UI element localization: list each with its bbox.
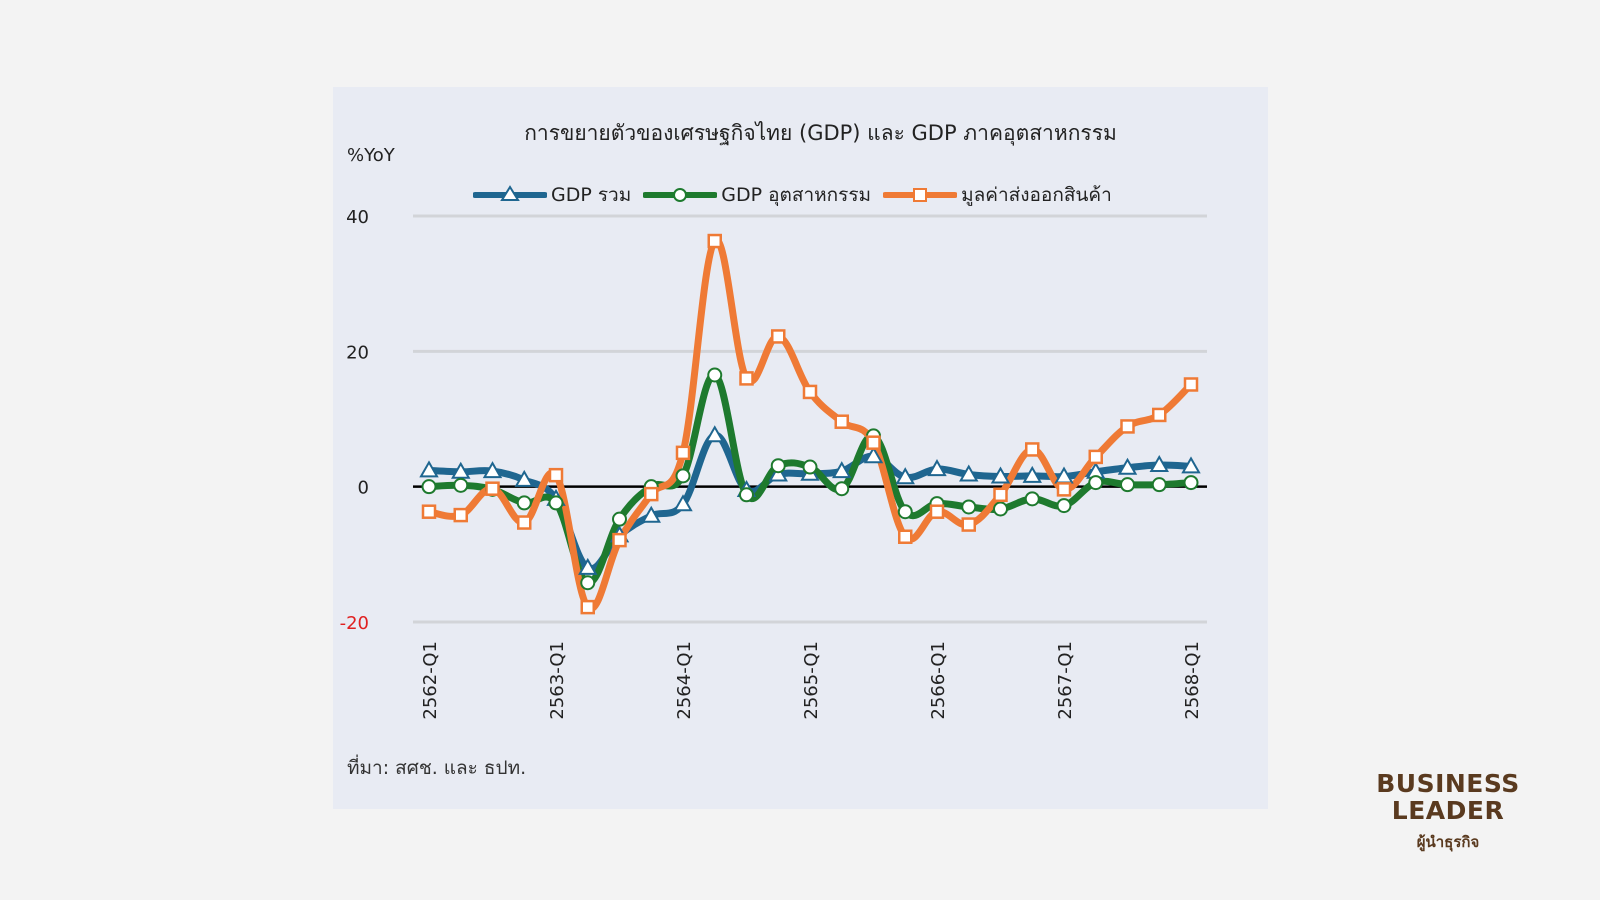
- legend-triangle-marker-icon: [473, 185, 547, 201]
- data-point-square: [612, 532, 627, 548]
- x-tick-label: 2562-Q1: [420, 641, 441, 720]
- data-point-square: [548, 467, 564, 483]
- y-axis-unit-label: %YoY: [347, 145, 395, 166]
- data-point-triangle: [1117, 457, 1138, 475]
- data-point-square: [675, 445, 691, 461]
- data-point-square: [1152, 407, 1167, 423]
- data-point-square: [961, 517, 976, 532]
- data-point-circle: [1120, 477, 1135, 493]
- legend-label: GDP รวม: [551, 184, 632, 206]
- logo-text-business: BUSINESS: [1376, 769, 1520, 798]
- data-point-circle: [580, 575, 596, 591]
- legend-item-gdp-industry: GDP อุตสาหกรรม: [643, 180, 871, 210]
- y-tick-label: 40: [346, 207, 369, 228]
- data-point-square: [802, 384, 818, 400]
- data-point-square: [485, 481, 500, 496]
- data-point-square: [866, 435, 881, 450]
- data-point-square: [421, 504, 437, 519]
- data-point-circle: [802, 459, 818, 475]
- data-point-circle: [834, 481, 850, 497]
- data-point-circle: [1056, 498, 1072, 514]
- legend-item-gdp-total: GDP รวม: [473, 180, 631, 210]
- data-point-circle: [1088, 475, 1104, 491]
- data-point-triangle: [482, 461, 503, 479]
- data-point-square: [1120, 419, 1135, 434]
- data-point-square: [1088, 449, 1103, 465]
- data-point-triangle: [451, 461, 471, 479]
- data-point-square: [453, 507, 468, 523]
- data-point-square: [644, 486, 659, 502]
- data-point-square: [834, 414, 849, 429]
- chart-legend: GDP รวม GDP อุตสาหกรรม มูลค่าส่งออกสินค้…: [473, 180, 1124, 210]
- data-point-square: [517, 515, 532, 530]
- legend-circle-marker-icon: [643, 188, 718, 202]
- data-point-triangle: [990, 466, 1011, 484]
- data-point-triangle: [768, 464, 788, 482]
- data-point-triangle: [1149, 454, 1169, 473]
- data-point-triangle: [863, 446, 884, 464]
- data-point-square: [771, 329, 786, 344]
- data-point-circle: [770, 458, 786, 474]
- x-tick-label: 2564-Q1: [674, 641, 695, 720]
- legend-item-exports: มูลค่าส่งออกสินค้า: [883, 180, 1112, 210]
- data-point-square: [898, 529, 913, 544]
- legend-label: GDP อุตสาหกรรม: [721, 184, 872, 206]
- data-point-triangle: [927, 459, 947, 477]
- y-tick-label: 0: [358, 478, 369, 499]
- data-point-square: [739, 371, 754, 386]
- business-leader-logo: BUSINESS LEADER ผู้นำธุรกิจ: [1372, 770, 1524, 854]
- data-point-circle: [453, 477, 469, 493]
- data-point-triangle: [514, 469, 534, 487]
- data-point-triangle: [1022, 465, 1042, 483]
- data-point-circle: [516, 495, 532, 511]
- data-point-circle: [897, 504, 913, 520]
- data-point-square: [580, 599, 595, 615]
- legend-label: มูลค่าส่งออกสินค้า: [961, 184, 1112, 206]
- data-point-triangle: [832, 461, 852, 479]
- data-point-circle: [675, 468, 691, 484]
- data-point-circle: [548, 495, 564, 511]
- x-tick-label: 2565-Q1: [801, 641, 822, 720]
- y-tick-label: -20: [340, 613, 369, 634]
- data-point-triangle: [895, 467, 915, 485]
- data-point-square: [1025, 442, 1040, 457]
- x-tick-label: 2568-Q1: [1182, 641, 1203, 720]
- x-tick-label: 2563-Q1: [547, 641, 568, 720]
- data-point-square: [707, 233, 722, 249]
- data-point-triangle: [1181, 456, 1201, 474]
- data-point-triangle: [959, 464, 979, 482]
- data-point-circle: [1024, 491, 1040, 507]
- x-tick-label: 2566-Q1: [928, 641, 949, 720]
- data-point-triangle: [641, 505, 661, 523]
- data-point-square: [1183, 377, 1199, 392]
- x-tick-label: 2567-Q1: [1055, 641, 1076, 720]
- data-point-triangle: [578, 557, 598, 575]
- logo-text-leader: LEADER: [1391, 796, 1505, 825]
- data-point-circle: [1183, 475, 1199, 491]
- chart-source: ที่มา: สศช. และ ธปท.: [347, 757, 527, 779]
- legend-square-marker-icon: [883, 188, 958, 202]
- data-point-circle: [739, 487, 754, 503]
- data-point-triangle: [673, 494, 693, 512]
- data-point-square: [1056, 482, 1072, 497]
- series-line-square: [425, 236, 1195, 613]
- data-point-circle: [993, 501, 1008, 517]
- chart-title: การขยายตัวของเศรษฐกิจไทย (GDP) และ GDP ภ…: [524, 121, 1117, 145]
- data-point-circle: [421, 479, 437, 495]
- series-line-triangle: [425, 431, 1195, 573]
- data-point-square: [993, 487, 1008, 503]
- y-tick-label: 20: [346, 342, 369, 363]
- data-point-square: [929, 504, 945, 519]
- data-point-triangle: [419, 460, 439, 478]
- data-point-circle: [707, 367, 723, 383]
- data-point-triangle: [705, 425, 725, 443]
- data-point-circle: [612, 511, 627, 527]
- line-chart-plot: 40 20 0 -20 2562-Q1 2563-Q1 2564-Q1 2565-Q1 2566…: [340, 207, 1207, 720]
- logo-subtitle: ผู้นำธุรกิจ: [1416, 833, 1480, 851]
- data-point-circle: [961, 499, 977, 515]
- data-point-circle: [1151, 477, 1167, 493]
- chart-panel: การขยายตัวของเศรษฐกิจไทย (GDP) และ GDP ภ…: [333, 87, 1268, 809]
